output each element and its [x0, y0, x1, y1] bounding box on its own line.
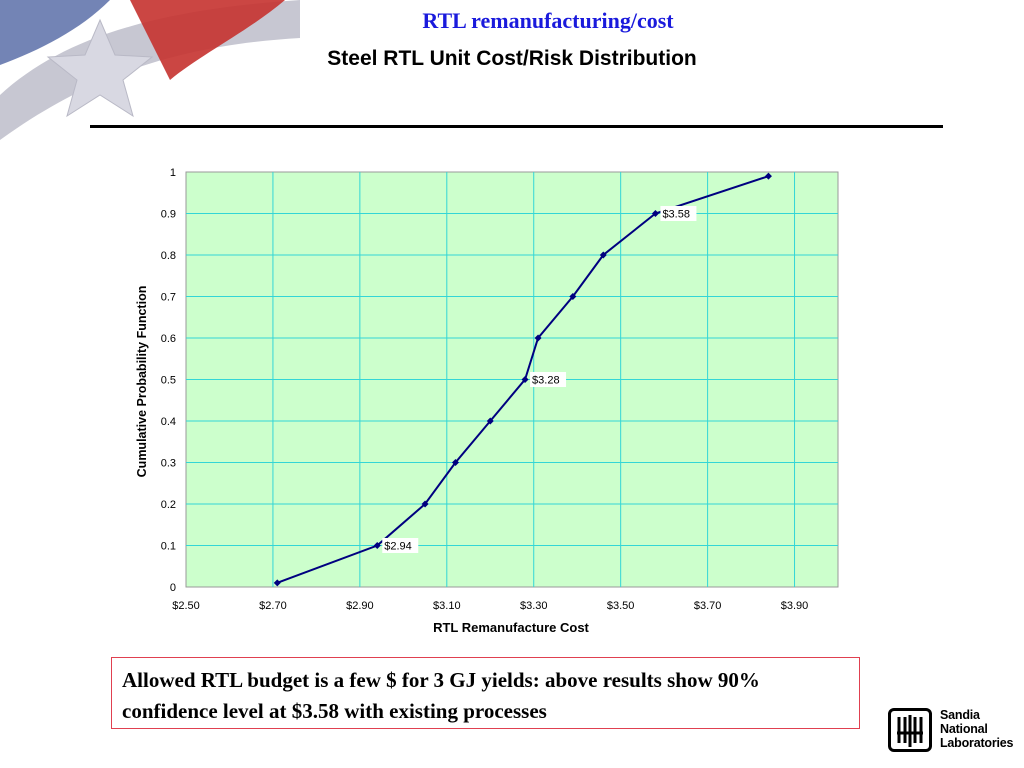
- x-tick-label: $2.70: [259, 600, 287, 612]
- conclusion-note: Allowed RTL budget is a few $ for 3 GJ y…: [111, 657, 860, 729]
- logo-line: National: [940, 722, 988, 736]
- x-tick-label: $2.90: [346, 600, 374, 612]
- data-point: [651, 210, 659, 217]
- data-point: [421, 500, 429, 508]
- data-label: $2.94: [384, 541, 412, 553]
- data-point: [451, 459, 459, 466]
- x-tick-label: $3.90: [781, 600, 809, 612]
- data-labels: $2.94 $3.28 $3.58: [382, 206, 697, 553]
- title-rule: [90, 125, 943, 128]
- x-axis-label: RTL Remanufacture Cost: [433, 620, 589, 635]
- y-tick-label: 0.4: [161, 416, 176, 428]
- data-point: [764, 172, 772, 180]
- logo-line: Sandia: [940, 708, 980, 722]
- data-label: $3.58: [662, 209, 690, 221]
- y-tick-label: 0.1: [161, 541, 176, 553]
- x-tick-label: $3.50: [607, 600, 635, 612]
- y-tick-label: 0.2: [161, 499, 176, 511]
- y-tick-labels: 0 0.1 0.2 0.3 0.4 0.5 0.6 0.7 0.8 0.9 1: [161, 167, 176, 594]
- y-tick-label: 0.6: [161, 333, 176, 345]
- y-tick-label: 0.9: [161, 209, 176, 221]
- y-tick-label: 0.3: [161, 458, 176, 470]
- series-points: [273, 172, 772, 587]
- star-swoosh-decoration: [0, 0, 300, 140]
- y-tick-label: 1: [170, 167, 176, 179]
- data-point: [521, 376, 529, 383]
- cdf-chart: 0 0.1 0.2 0.3 0.4 0.5 0.6 0.7 0.8 0.9 1 $2.50 $2.70…: [135, 167, 839, 635]
- chart-subtitle: Steel RTL Unit Cost/Risk Distribution: [327, 47, 697, 70]
- x-tick-label: $3.30: [520, 600, 548, 612]
- y-tick-label: 0.7: [161, 292, 176, 304]
- data-label: $3.28: [532, 375, 560, 387]
- gridlines: [186, 172, 838, 587]
- y-tick-label: 0.5: [161, 375, 176, 387]
- sandia-logo: Sandia National Laboratories: [886, 706, 1016, 758]
- data-label-bg: [660, 206, 697, 221]
- data-label-bg: [382, 538, 419, 553]
- data-point: [569, 293, 577, 300]
- x-tick-label: $2.50: [172, 600, 200, 612]
- sandia-thunderbird-icon: [888, 708, 932, 752]
- sandia-logo-text: Sandia National Laboratories: [940, 708, 1014, 750]
- data-point: [486, 417, 494, 425]
- x-tick-labels: $2.50 $2.70 $2.90 $3.10 $3.30 $3.50 $3.70 $3.90: [172, 600, 808, 612]
- y-axis-label: Cumulative Probability Function: [135, 286, 149, 478]
- y-tick-label: 0.8: [161, 250, 176, 262]
- data-point: [273, 579, 281, 587]
- slide-title: RTL remanufacturing/cost: [422, 8, 674, 33]
- star-icon: [46, 18, 154, 118]
- data-label-bg: [530, 372, 567, 387]
- logo-line: Laboratories: [940, 736, 1014, 750]
- x-tick-label: $3.70: [694, 600, 722, 612]
- data-point: [373, 542, 381, 549]
- data-point: [599, 251, 607, 259]
- blue-swoosh: [0, 0, 110, 65]
- data-point: [534, 334, 542, 342]
- y-tick-label: 0: [170, 582, 176, 594]
- x-tick-label: $3.10: [433, 600, 461, 612]
- red-stripe: [130, 0, 285, 80]
